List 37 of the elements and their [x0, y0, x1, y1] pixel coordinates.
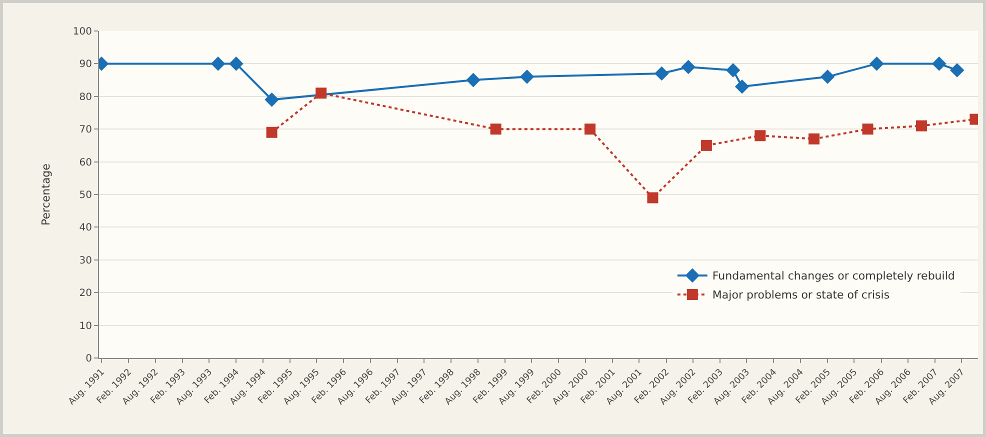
point [266, 126, 278, 138]
y-tick-label: 0 [86, 354, 92, 364]
point [734, 79, 750, 94]
point [870, 56, 884, 71]
point [264, 92, 279, 107]
y-tick-label: 40 [79, 222, 92, 234]
point [681, 60, 696, 74]
y-tick-label: 30 [79, 255, 92, 266]
point [584, 124, 596, 135]
point [726, 63, 740, 78]
y-tick-label: 100 [72, 26, 92, 38]
y-tick-label: 60 [79, 157, 92, 168]
point [916, 120, 927, 132]
point [820, 70, 835, 84]
point [466, 72, 480, 88]
y-tick-label: 20 [79, 288, 92, 300]
point [316, 88, 327, 99]
point [754, 130, 766, 142]
point [210, 56, 226, 71]
y-tick-label: 10 [79, 320, 92, 332]
y-tick-label: 90 [79, 59, 92, 70]
y-axis-title: Percentage [40, 163, 53, 226]
point [654, 66, 669, 81]
point [490, 124, 502, 135]
point [932, 56, 946, 71]
point [950, 63, 964, 78]
point [520, 70, 534, 84]
point [700, 140, 712, 151]
legend-label: Major problems or state of crisis [712, 288, 890, 302]
y-tick-label: 70 [79, 124, 92, 136]
y-tick-label: 80 [79, 92, 92, 103]
point [647, 192, 658, 204]
point [229, 56, 244, 71]
point [862, 124, 874, 135]
point [808, 133, 820, 144]
legend-label: Fundamental changes or completely rebuild [712, 270, 955, 283]
y-tick-label: 50 [79, 190, 92, 201]
